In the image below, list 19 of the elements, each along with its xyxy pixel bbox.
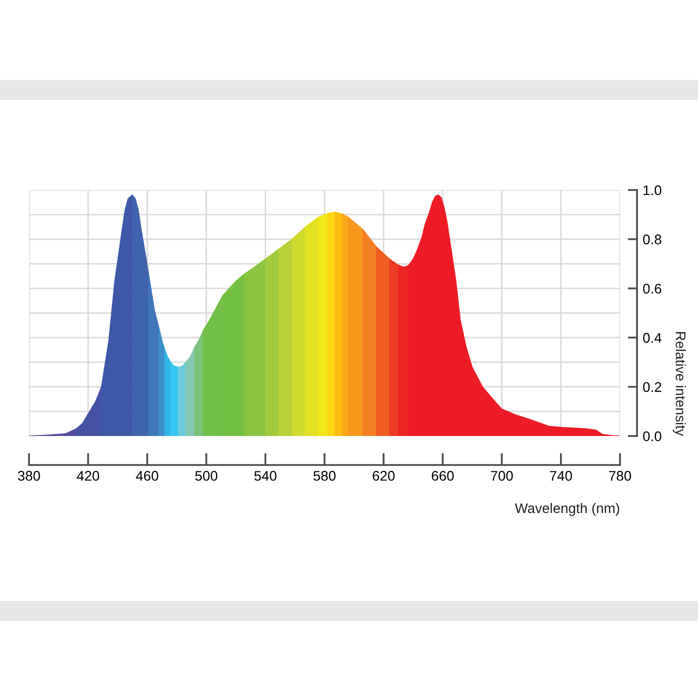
x-tick-label: 540: [254, 470, 276, 481]
y-tick-label: 0.8: [643, 234, 662, 244]
x-tick-label: 620: [372, 470, 395, 481]
x-tick-label: 500: [195, 470, 218, 481]
x-tick-label: 780: [609, 470, 632, 481]
y-tick-label: 0.2: [643, 382, 662, 392]
x-tick-label: 420: [76, 470, 100, 481]
x-tick-label: 700: [490, 470, 513, 481]
y-tick-label: 1.0: [644, 185, 662, 196]
x-tick-label: 740: [550, 470, 572, 481]
x-axis-title: Wavelength (nm): [514, 502, 620, 516]
x-tick-label: 460: [136, 470, 158, 481]
x-tick-label: 580: [313, 470, 336, 481]
y-tick-label: 0.4: [643, 332, 662, 343]
y-tick-label: 0.6: [643, 284, 662, 294]
x-tick-label: 660: [432, 470, 454, 481]
x-tick-label: 380: [18, 470, 40, 481]
y-tick-label: 0.0: [643, 431, 662, 442]
y-axis-title: Relative intensity: [672, 332, 686, 436]
